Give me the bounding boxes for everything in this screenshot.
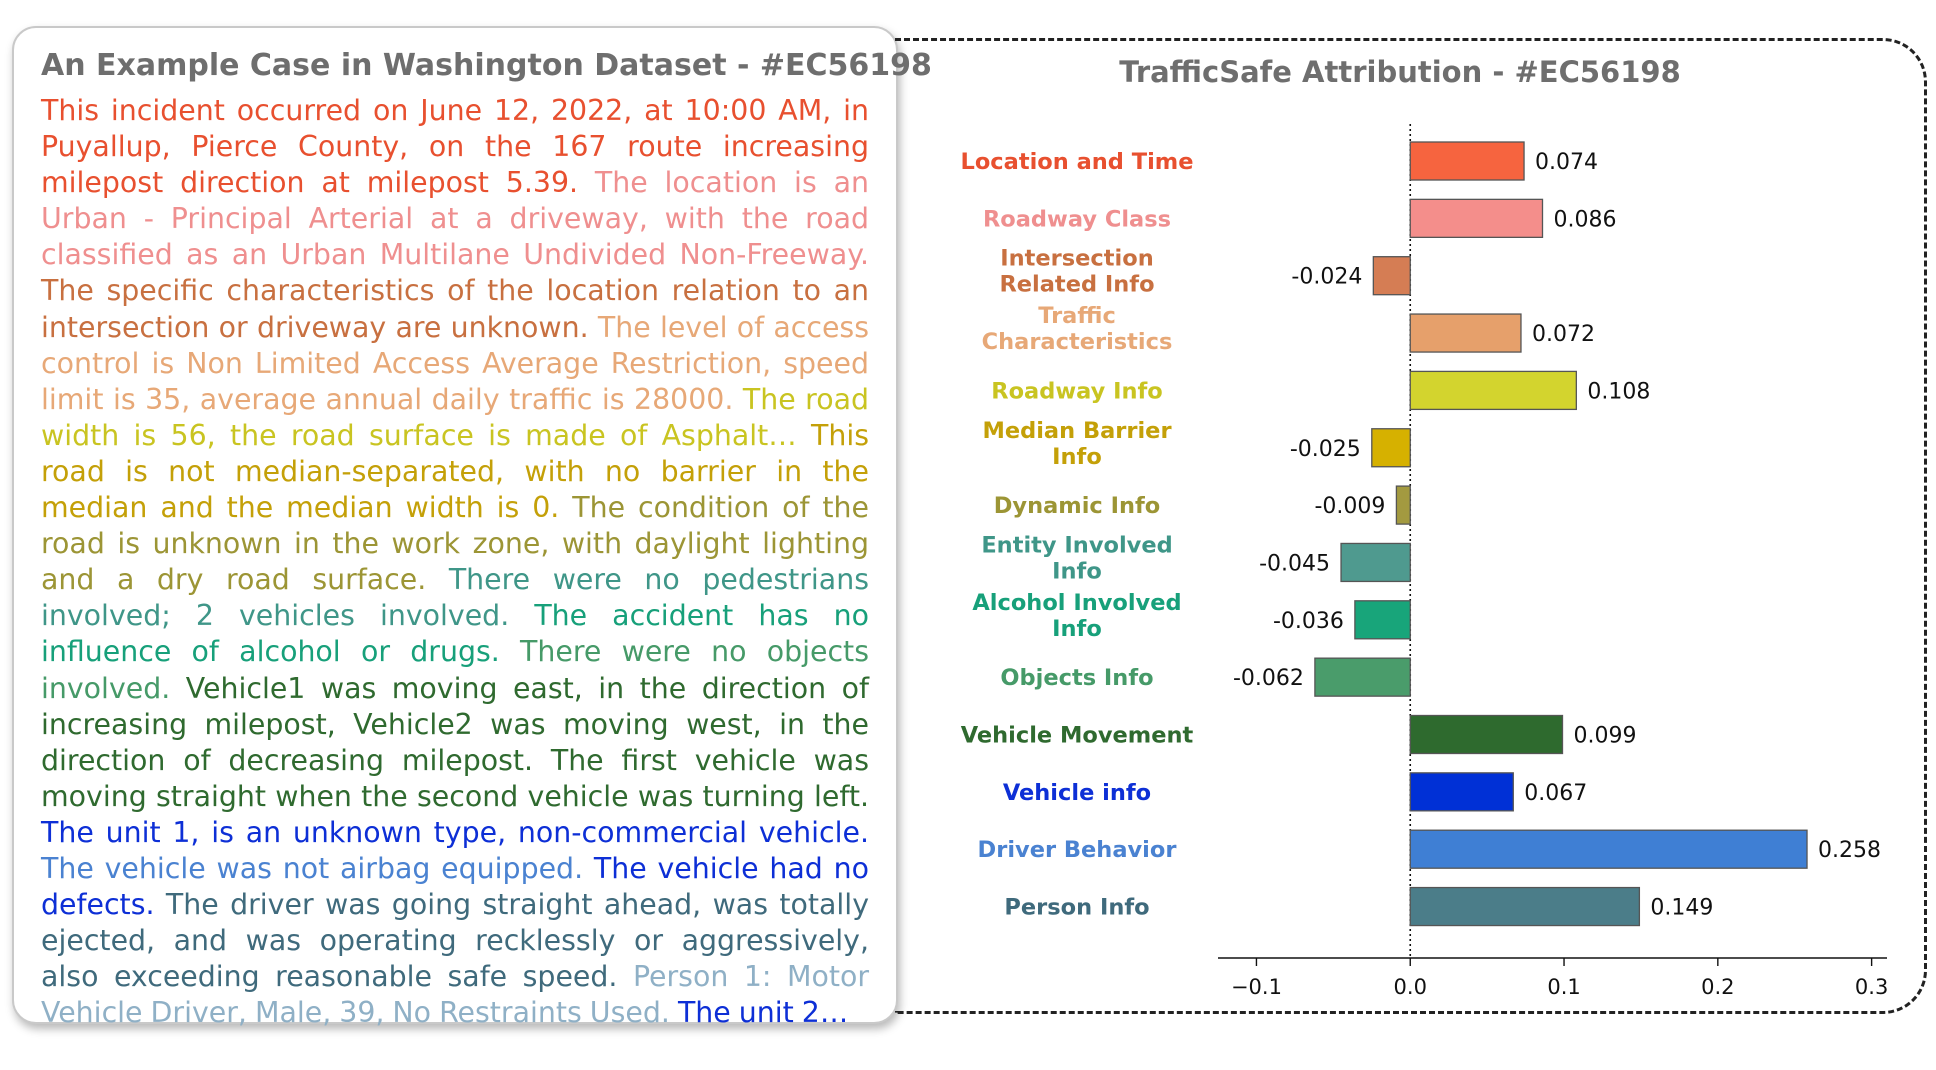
- case-text-panel: An Example Case in Washington Dataset - …: [12, 26, 932, 1029]
- bar: [1409, 141, 1525, 181]
- case-text-segment: The road width is 56, the road surface i…: [41, 382, 870, 452]
- bar-value-label: 0.072: [1532, 322, 1595, 347]
- bar: [1395, 485, 1411, 525]
- category-label: Dynamic Info: [994, 493, 1161, 519]
- case-text-segment: The specific characteristics of the loca…: [41, 274, 869, 344]
- category-label: Driver Behavior: [978, 837, 1178, 863]
- case-text-segment: The condition of the road is unknown in …: [41, 491, 869, 597]
- x-tick-label: 0.1: [1547, 975, 1580, 999]
- bar-value-label: 0.258: [1818, 838, 1881, 863]
- category-label: Entity Involved: [981, 532, 1172, 558]
- case-text-segment: The vehicle had no defects.: [41, 851, 869, 922]
- case-text-segment: There were no pedestrians involved; 2 ve…: [41, 563, 869, 633]
- bar-value-label: 0.108: [1587, 379, 1650, 404]
- category-label: Median Barrier: [982, 418, 1172, 444]
- case-title: An Example Case in Washington Dataset - …: [41, 48, 932, 83]
- case-text-segment: This incident occurred on June 12, 2022,…: [41, 94, 869, 200]
- category-label: Roadway Class: [983, 206, 1171, 232]
- case-text-segment: The unit 2…: [677, 996, 849, 1030]
- case-description: This incident occurred on June 12, 2022,…: [41, 93, 869, 1031]
- bar: [1354, 600, 1411, 640]
- bar: [1409, 829, 1808, 869]
- bar: [1409, 198, 1544, 239]
- chart-title: TrafficSafe Attribution - #EC56198: [1119, 55, 1681, 89]
- bar-value-label: 0.067: [1524, 781, 1587, 806]
- case-text-segment: The level of access control is Non Limit…: [41, 310, 869, 416]
- category-label: Roadway Info: [991, 378, 1163, 404]
- bar-value-label: -0.062: [1233, 666, 1304, 691]
- bar-value-label: 0.149: [1650, 896, 1713, 921]
- category-label: Vehicle info: [1003, 780, 1151, 806]
- category-label: Characteristics: [982, 329, 1173, 355]
- x-tick-label: 0.3: [1855, 975, 1888, 999]
- attribution-chart-panel: [895, 38, 1927, 1014]
- case-text-segment: This road is not median-separated, with …: [41, 418, 869, 525]
- category-label: Info: [1052, 616, 1102, 642]
- case-text-segment: The vehicle was not airbag equipped.: [41, 851, 584, 885]
- bar: [1372, 256, 1411, 296]
- case-text-segment: The location is an Urban - Principal Art…: [41, 166, 869, 272]
- bar: [1409, 714, 1564, 755]
- x-tick-label: 0.0: [1394, 975, 1427, 999]
- case-text-segment: The unit 1, is an unknown type, non-comm…: [41, 815, 869, 849]
- bar-value-label: 0.086: [1554, 207, 1617, 232]
- bar: [1409, 313, 1522, 353]
- category-label: Traffic: [1038, 303, 1116, 329]
- bar-value-label: -0.025: [1290, 437, 1361, 462]
- case-text-segment: Person 1: Motor Vehicle Driver, Male, 39…: [41, 960, 869, 1030]
- bar: [1409, 370, 1577, 411]
- x-tick-label: 0.2: [1701, 975, 1734, 999]
- category-label: Info: [1052, 558, 1102, 584]
- case-text-segment: Vehicle1 was moving east, in the directi…: [41, 671, 869, 813]
- category-label: Alcohol Involved: [972, 590, 1181, 616]
- bar: [1409, 886, 1641, 927]
- bar-value-label: 0.074: [1535, 150, 1598, 175]
- bar-value-label: -0.024: [1291, 265, 1362, 290]
- bar: [1314, 657, 1411, 697]
- case-text-segment: The accident has no influence of alcohol…: [41, 599, 869, 669]
- bar-value-label: 0.099: [1573, 724, 1636, 749]
- category-label: Info: [1052, 444, 1102, 470]
- bar-value-label: -0.036: [1273, 609, 1344, 634]
- category-label: Intersection: [1000, 246, 1153, 272]
- bar: [1340, 542, 1411, 583]
- case-text-segment: There were no objects involved.: [41, 635, 869, 705]
- case-text-segment: The driver was going straight ahead, was…: [41, 888, 869, 994]
- category-label: Related Info: [999, 272, 1154, 298]
- bar: [1409, 772, 1514, 812]
- category-label: Vehicle Movement: [961, 723, 1194, 749]
- bar: [1371, 428, 1411, 468]
- category-label: Objects Info: [1000, 665, 1153, 691]
- category-label: Location and Time: [961, 149, 1194, 175]
- x-tick-label: −0.1: [1231, 975, 1282, 999]
- bar-value-label: -0.045: [1259, 551, 1330, 576]
- bar-value-label: -0.009: [1314, 494, 1385, 519]
- category-label: Person Info: [1004, 895, 1149, 921]
